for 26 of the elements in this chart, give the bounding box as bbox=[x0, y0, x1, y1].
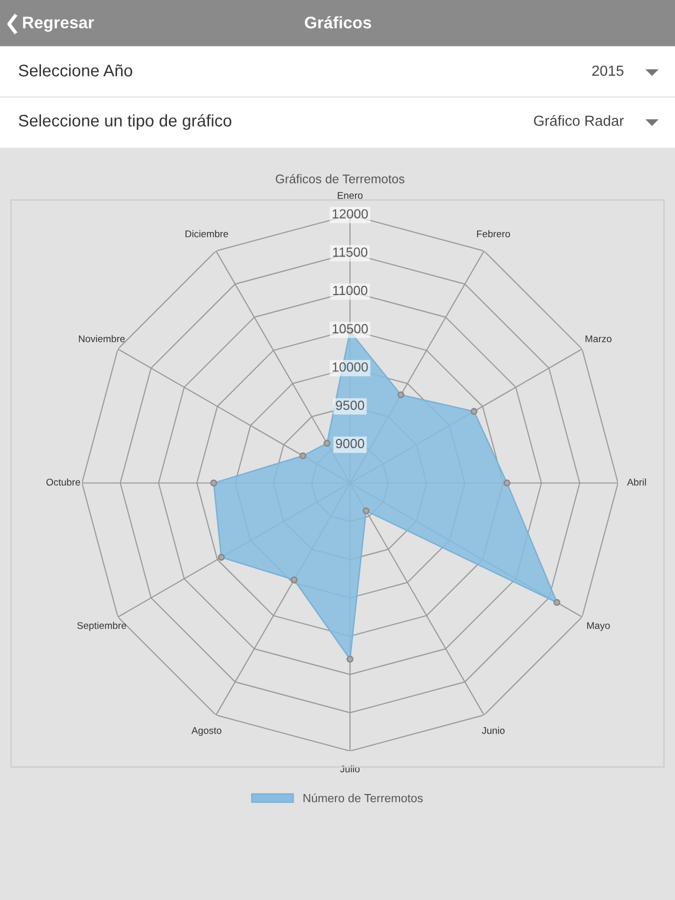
y-tick-label: 11000 bbox=[333, 286, 368, 296]
spoke-label: Abril bbox=[627, 478, 646, 486]
spoke-label: Enero bbox=[338, 192, 363, 199]
spoke-label: Agosto bbox=[192, 727, 222, 736]
text: 2015 bbox=[592, 66, 624, 76]
y-tick-label: 9500 bbox=[336, 400, 364, 410]
spoke-label: Septiembre bbox=[77, 622, 126, 631]
y-tick-label: 9000 bbox=[336, 438, 364, 448]
y-tick-label: 10000 bbox=[332, 362, 368, 372]
text: Seleccione Año bbox=[18, 64, 132, 76]
text: Regresar bbox=[23, 16, 94, 32]
y-tick-label: 10500 bbox=[332, 324, 368, 334]
legend-label: Número de Terremotos bbox=[304, 793, 423, 802]
spoke-label: Noviembre bbox=[78, 335, 125, 342]
spoke-label: Diciembre bbox=[186, 230, 228, 238]
text: Gráficos bbox=[304, 16, 372, 28]
text: Seleccione un tipo de gráfico bbox=[18, 114, 232, 130]
spoke-label: Marzo bbox=[586, 335, 612, 342]
y-tick-label: 11500 bbox=[333, 247, 368, 257]
spoke-label: Octubre bbox=[46, 478, 80, 486]
spoke-label: Mayo bbox=[587, 622, 610, 631]
text: Gráfico Radar bbox=[534, 115, 624, 126]
spoke-label: Junio bbox=[482, 726, 505, 734]
chart-title: Gráficos de Terremotos bbox=[276, 174, 404, 184]
y-tick-label: 12000 bbox=[332, 209, 368, 219]
spoke-label: Febrero bbox=[477, 230, 510, 238]
